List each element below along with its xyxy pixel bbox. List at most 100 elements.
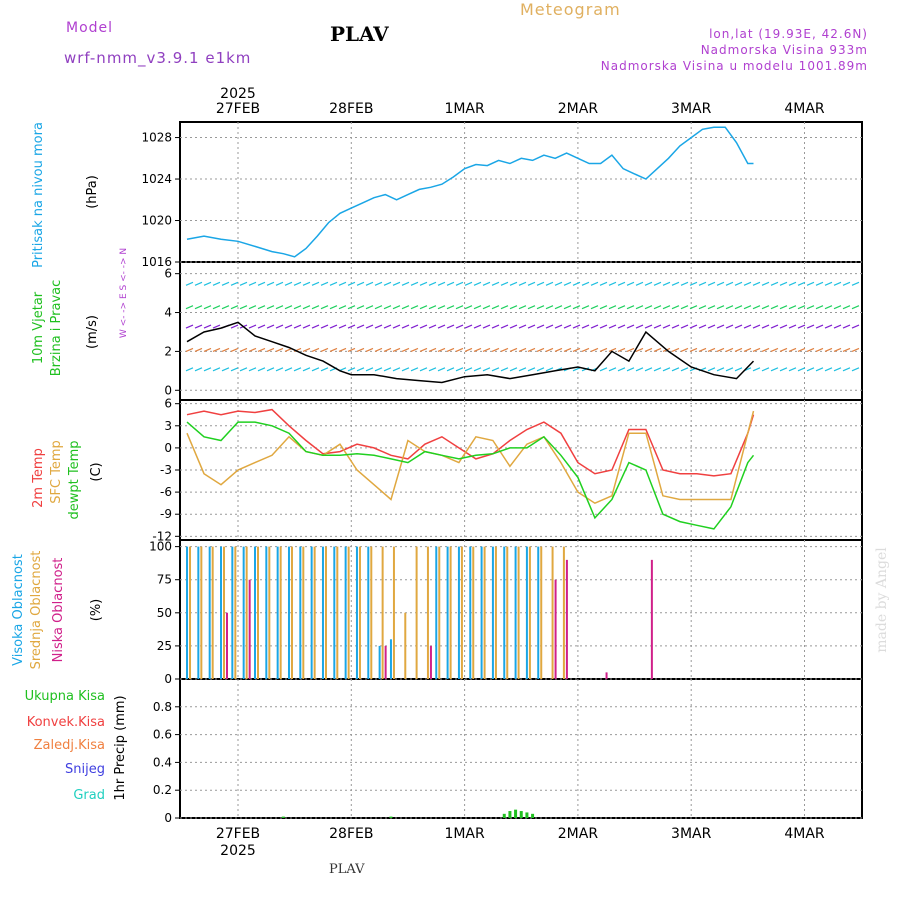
wind-barb xyxy=(779,305,788,310)
wind-barb xyxy=(644,347,653,352)
wind-barb xyxy=(842,324,851,329)
altitude-label: Nadmorska Visina 933m xyxy=(700,43,868,57)
wind-barb xyxy=(329,324,338,329)
wind-barb xyxy=(464,305,473,310)
wind-barb xyxy=(518,281,527,286)
wind-barb xyxy=(275,305,284,310)
wind-barb xyxy=(725,281,734,286)
wind-barb xyxy=(518,324,527,329)
wind-barb xyxy=(608,347,617,352)
y-tick-label: 100 xyxy=(149,540,172,554)
wind-barb xyxy=(185,367,194,372)
wind-barb xyxy=(266,324,275,329)
wind-barb xyxy=(500,305,509,310)
wind-barb xyxy=(626,305,635,310)
wind-barb xyxy=(563,347,572,352)
wind-barb xyxy=(266,347,275,352)
wind-barb xyxy=(851,324,860,329)
wind-barb xyxy=(428,281,437,286)
day-label-bottom: 1MAR xyxy=(444,826,485,842)
wind-barb xyxy=(815,305,824,310)
wind-barb xyxy=(221,347,230,352)
wind-barb xyxy=(680,305,689,310)
footer-title: PLAV xyxy=(329,862,365,877)
y-tick-label: 75 xyxy=(157,573,172,587)
wind-barb xyxy=(590,281,599,286)
y-tick-label: -3 xyxy=(160,463,172,477)
y-tick-label: 1024 xyxy=(141,172,172,186)
wind-barb xyxy=(734,281,743,286)
precip-legend-conv: Konvek.Kisa xyxy=(27,715,105,730)
wind-barb xyxy=(653,324,662,329)
wind-barb xyxy=(554,281,563,286)
wind-barb xyxy=(545,305,554,310)
cloud-label-3: Niska Oblacnost xyxy=(51,558,66,663)
wind-barb xyxy=(734,367,743,372)
wind-barb xyxy=(212,305,221,310)
y-tick-label: 25 xyxy=(157,639,172,653)
model-label: Model xyxy=(66,20,114,36)
wind-barb xyxy=(536,347,545,352)
wind-barb xyxy=(491,347,500,352)
wind-barb xyxy=(770,305,779,310)
day-label-top: 3MAR xyxy=(671,101,712,117)
wind-barb xyxy=(257,281,266,286)
wind-barb xyxy=(608,305,617,310)
wind-barb xyxy=(635,347,644,352)
wind-barb xyxy=(752,367,761,372)
y-tick-label: 0.6 xyxy=(153,728,172,742)
wind-barb xyxy=(221,281,230,286)
wind-barb xyxy=(248,347,257,352)
wind-barb xyxy=(554,347,563,352)
wind-barb xyxy=(284,367,293,372)
wind-barb xyxy=(770,324,779,329)
wind-barb xyxy=(365,347,374,352)
wind-barb xyxy=(392,281,401,286)
wind-barb xyxy=(842,347,851,352)
wind-barb xyxy=(545,281,554,286)
wind-barb xyxy=(833,281,842,286)
wind-barb xyxy=(788,324,797,329)
wind-barb xyxy=(518,305,527,310)
wind-barb xyxy=(851,305,860,310)
wind-barb xyxy=(662,367,671,372)
wind-barb xyxy=(401,281,410,286)
wind-barb xyxy=(473,367,482,372)
wind-barb xyxy=(635,367,644,372)
wind-barb xyxy=(320,281,329,286)
y-tick-label: 3 xyxy=(164,419,172,433)
wind-barb xyxy=(194,281,203,286)
wind-barb xyxy=(761,281,770,286)
wind-barb xyxy=(563,305,572,310)
wind-barb xyxy=(356,324,365,329)
wind-barb xyxy=(779,281,788,286)
wind-barb xyxy=(509,367,518,372)
wind-barb xyxy=(797,305,806,310)
wind-label-1: 10m Vjetar xyxy=(31,291,46,364)
wind-barb xyxy=(527,305,536,310)
wind-barb xyxy=(788,347,797,352)
temp-label-2: SFC Temp xyxy=(49,440,64,504)
wind-barb xyxy=(230,367,239,372)
wind-barb xyxy=(761,347,770,352)
wind-barb xyxy=(851,367,860,372)
wind-barb xyxy=(824,324,833,329)
wind-barb xyxy=(536,324,545,329)
wind-barb xyxy=(311,281,320,286)
wind-barb xyxy=(203,367,212,372)
wind-barb xyxy=(842,305,851,310)
wind-barb xyxy=(806,367,815,372)
wind-barb xyxy=(320,305,329,310)
precip-bar xyxy=(519,811,523,818)
wind-barb xyxy=(203,324,212,329)
wind-barb xyxy=(554,324,563,329)
wind-barb xyxy=(662,324,671,329)
wind-barb xyxy=(365,281,374,286)
wind-barb xyxy=(707,324,716,329)
cloud-unit: (%) xyxy=(89,599,104,622)
wind-barb xyxy=(680,347,689,352)
wind-barb xyxy=(779,347,788,352)
wind-barb xyxy=(482,324,491,329)
wind-barb xyxy=(527,367,536,372)
wind-barb xyxy=(815,324,824,329)
